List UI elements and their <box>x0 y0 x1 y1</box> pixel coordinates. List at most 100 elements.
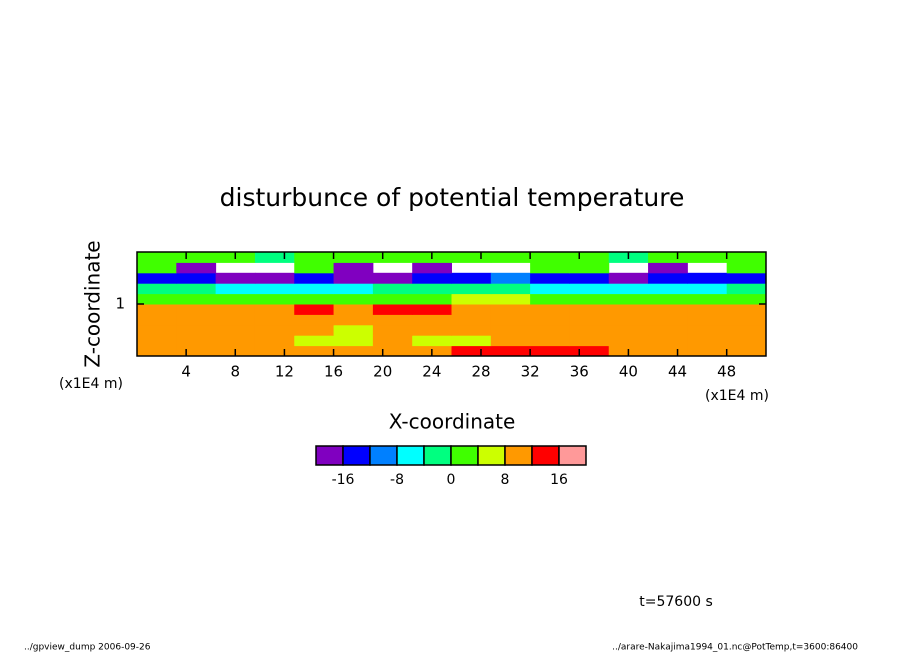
contour-cell <box>372 335 413 347</box>
contour-cell <box>137 345 177 357</box>
chart-title: disturbunce of potential temperature <box>220 183 685 212</box>
contour-cell <box>451 252 492 263</box>
contour-cell <box>687 283 728 295</box>
contour-cell <box>726 345 767 357</box>
contour-cell <box>530 283 570 295</box>
contour-cell <box>333 304 374 315</box>
footer-right: ../arare-Nakajima1994_01.nc@PotTemp,t=36… <box>612 643 858 653</box>
contour-cell <box>294 293 335 305</box>
contour-cell <box>333 252 374 263</box>
contour-cell <box>451 345 492 357</box>
contour-cell <box>137 252 177 263</box>
contour-cell <box>569 272 610 284</box>
contour-cell <box>648 335 688 347</box>
contour-cell <box>490 293 531 305</box>
contour-cell <box>372 304 413 315</box>
contour-cell <box>137 283 177 295</box>
contour-cell <box>176 314 217 326</box>
contour-cell <box>726 252 767 263</box>
contour-cell <box>726 314 767 326</box>
contour-cell <box>530 304 570 315</box>
contour-cell <box>333 335 374 347</box>
contour-cell <box>254 314 295 326</box>
contour-cell <box>530 314 570 326</box>
contour-cell <box>569 283 610 295</box>
colorbar-box <box>504 445 533 466</box>
contour-cell <box>569 293 610 305</box>
contour-cell <box>254 335 295 347</box>
colorbar-box <box>558 445 587 466</box>
contour-cell <box>530 335 570 347</box>
contour-cell <box>451 272 492 284</box>
contour-cell <box>215 304 256 315</box>
contour-cell <box>530 252 570 263</box>
contour-cell <box>490 272 531 284</box>
contour-cell <box>451 293 492 305</box>
contour-cell <box>294 304 335 315</box>
contour-cell <box>294 324 335 336</box>
contour-cell <box>294 283 335 295</box>
colorbar-box <box>369 445 398 466</box>
contour-cell <box>687 335 728 347</box>
contour-cell <box>648 304 688 315</box>
contour-cell <box>530 272 570 284</box>
y-unit: (x1E4 m) <box>59 376 123 392</box>
colorbar-label: 8 <box>501 472 510 488</box>
contour-cell <box>648 293 688 305</box>
contour-cell <box>608 283 649 295</box>
x-tick-label: 4 <box>181 363 191 381</box>
x-axis-label: X-coordinate <box>389 410 516 434</box>
contour-cell <box>726 324 767 336</box>
colorbar-label: 16 <box>550 472 568 488</box>
contour-cell <box>294 314 335 326</box>
contour-cell <box>333 314 374 326</box>
contour-cell <box>569 304 610 315</box>
contour-cell <box>294 345 335 357</box>
contour-cell <box>412 272 452 284</box>
contour-cell <box>451 304 492 315</box>
x-tick-label: 16 <box>324 363 343 381</box>
contour-cell <box>176 272 217 284</box>
contour-cell <box>333 345 374 357</box>
contour-cell <box>215 283 256 295</box>
contour-cell <box>372 283 413 295</box>
contour-cell <box>530 293 570 305</box>
contour-cell <box>608 272 649 284</box>
contour-cell <box>490 283 531 295</box>
time-label: t=57600 s <box>639 594 713 610</box>
contour-cell <box>648 262 688 274</box>
x-unit: (x1E4 m) <box>705 388 769 404</box>
contour-cell <box>333 272 374 284</box>
contour-cell <box>726 293 767 305</box>
contour-cell <box>412 314 452 326</box>
contour-cell <box>608 324 649 336</box>
colorbar-box <box>315 445 344 466</box>
contour-cell <box>687 293 728 305</box>
contour-cell <box>569 252 610 263</box>
colorbar-box <box>342 445 371 466</box>
contour-cell <box>648 272 688 284</box>
contour-cell <box>490 345 531 357</box>
contour-cell <box>254 272 295 284</box>
contour-cell <box>176 252 217 263</box>
contour-cell <box>333 324 374 336</box>
contour-cell <box>726 272 767 284</box>
contour-cell <box>687 345 728 357</box>
contour-cell <box>372 314 413 326</box>
contour-cell <box>294 335 335 347</box>
colorbar-box <box>396 445 425 466</box>
contour-cell <box>648 345 688 357</box>
contour-cell <box>254 324 295 336</box>
contour-cell <box>608 314 649 326</box>
contour-cell <box>490 335 531 347</box>
colorbar-label: -16 <box>332 472 355 488</box>
contour-cell <box>490 324 531 336</box>
contour-cell <box>176 293 217 305</box>
x-tick-label: 36 <box>570 363 589 381</box>
contour-cell <box>569 314 610 326</box>
contour-cell <box>530 262 570 274</box>
x-tick-label: 8 <box>231 363 241 381</box>
contour-cell <box>176 335 217 347</box>
colorbar-box <box>531 445 560 466</box>
